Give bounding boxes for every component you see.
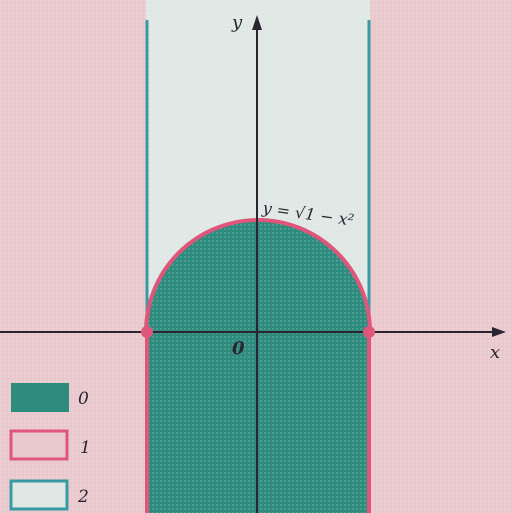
legend-swatch-1 [9, 429, 69, 461]
legend-swatch-0 [11, 383, 69, 412]
legend-swatch-2 [9, 479, 69, 511]
y-axis-arrow [252, 15, 262, 30]
legend-label-2: 2 [77, 487, 89, 507]
point-left [141, 326, 153, 338]
point-right [363, 326, 375, 338]
y-axis-label: y [231, 12, 243, 33]
legend-label-1: 1 [80, 438, 91, 458]
origin-label: 0 [232, 338, 245, 359]
x-axis-arrow [492, 327, 506, 337]
x-axis-label: x [490, 342, 500, 363]
legend-label-0: 0 [78, 389, 89, 409]
legend: 0 1 2 [9, 383, 91, 511]
